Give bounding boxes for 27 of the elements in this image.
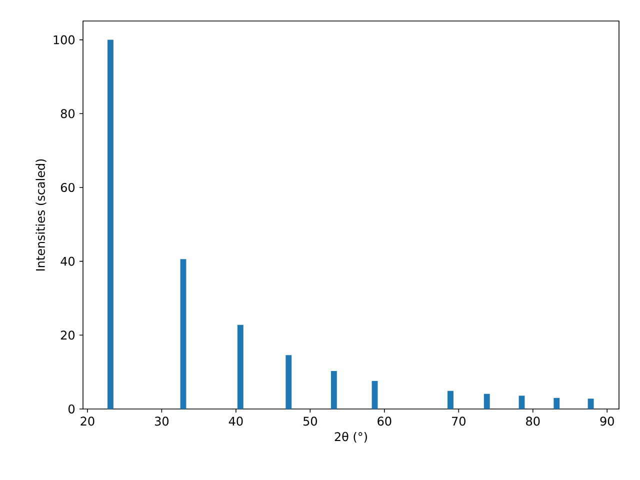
x-tick-label: 30 [155, 416, 169, 426]
bar [372, 380, 378, 409]
bar [518, 396, 525, 409]
x-tick-label: 90 [600, 416, 614, 426]
bar [180, 259, 186, 409]
bar [237, 324, 244, 409]
x-tick-label: 60 [378, 416, 392, 426]
x-tick-label: 70 [452, 416, 466, 426]
x-tick-label: 20 [80, 416, 94, 426]
y-tick-label: 60 [60, 182, 75, 192]
y-axis-title: Intensities (scaled) [36, 159, 46, 271]
bar [554, 398, 560, 409]
y-tick-label: 100 [54, 35, 75, 44]
bar [286, 355, 292, 409]
y-tick-label: 0 [68, 404, 75, 414]
bar [484, 394, 490, 409]
x-axis-title: 2θ (°) [334, 432, 367, 443]
y-tick-label: 80 [60, 109, 75, 118]
y-tick-label: 20 [60, 330, 75, 340]
x-tick-label: 80 [526, 416, 540, 426]
bar [108, 40, 114, 409]
bar [330, 370, 337, 409]
bar [588, 398, 594, 409]
y-tick-label: 40 [60, 256, 75, 266]
x-tick-label: 50 [303, 416, 317, 426]
x-tick-label: 40 [228, 416, 243, 426]
bar [448, 390, 454, 409]
